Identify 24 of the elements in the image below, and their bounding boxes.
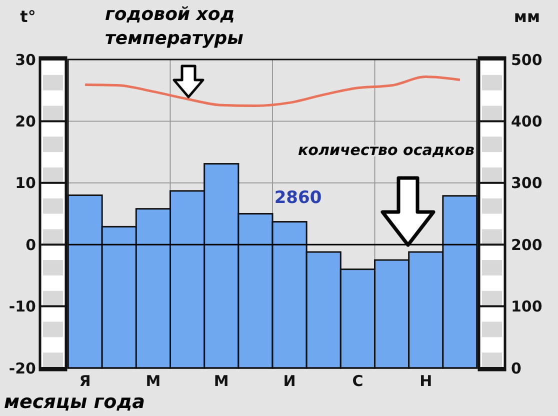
x-tick-label: Я [79,372,91,390]
annotation: количество осадков [298,141,474,159]
y2-tick-label: 200 [511,236,542,254]
y2-tick-label: 300 [511,174,542,192]
y-tick-label: -20 [8,359,36,378]
y2-tick-label: 500 [511,50,542,69]
y-tick-label: 30 [15,50,36,69]
y-tick-label: 20 [15,112,36,130]
y-tick-label: 0 [26,236,36,254]
y2-axis-title: мм [514,7,540,26]
x-tick-label: Н [420,372,432,390]
x-axis-title: месяцы года [4,391,145,413]
y-axis-title: t° [20,7,36,26]
y2-tick-label: 0 [511,359,522,378]
x-tick-label: М [214,372,229,390]
text: годовой ход температуры [105,4,244,49]
x-tick-label: М [146,372,161,390]
y-tick-label: -10 [8,298,36,316]
annotation: 2860 [274,188,322,208]
y-tick-label: 10 [15,174,36,192]
x-tick-label: С [352,372,364,390]
y2-tick-label: 100 [511,298,542,316]
x-tick-label: И [283,372,296,390]
y2-tick-label: 400 [511,112,542,130]
